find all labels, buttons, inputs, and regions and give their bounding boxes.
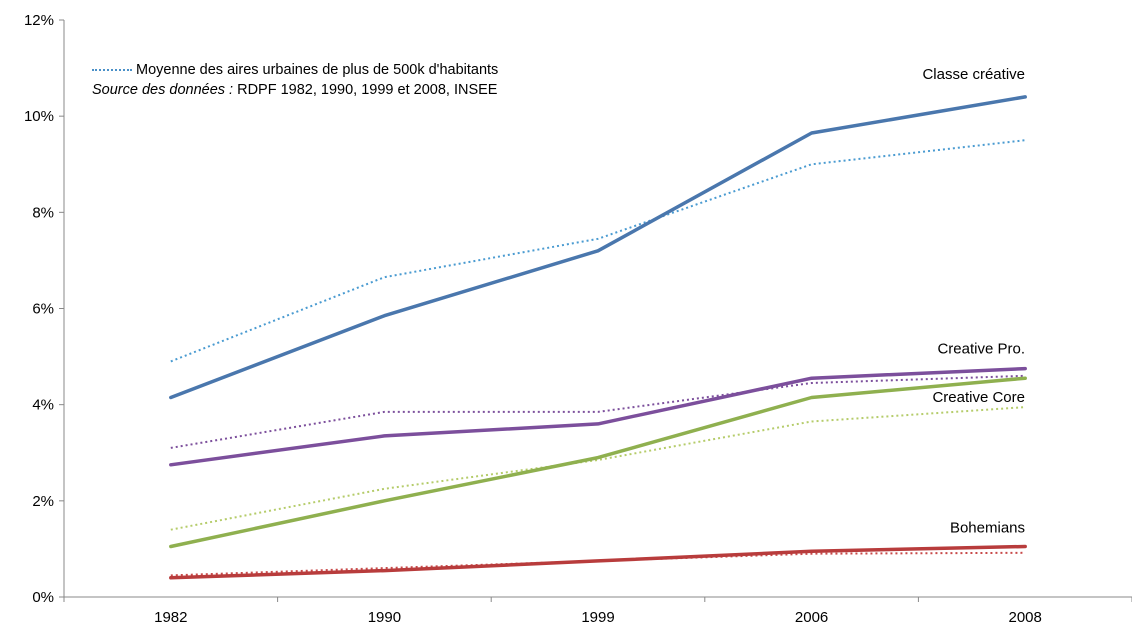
axes: 0% 2% 4% 6% 8% 10% 12% 1982 1990 1999 2006 2008 [24,12,1132,626]
y-tick-label: 10% [24,108,54,125]
x-tick-label: 1982 [154,609,187,626]
plot-area [169,95,1027,580]
series-line-classe-cr-ative [169,95,1027,400]
y-tick-label: 0% [32,589,54,606]
average-line-creative-core [170,406,1026,531]
y-tick-label: 6% [32,301,54,318]
legend-entry: Moyenne des aires urbaines de plus de 50… [92,60,498,80]
legend: Moyenne des aires urbaines de plus de 50… [92,60,498,100]
y-tick-label: 2% [32,493,54,510]
x-tick-label: 2008 [1009,609,1042,626]
dotted-line-swatch [92,69,132,71]
series-label: Creative Core [932,389,1025,406]
source-prefix: Source des données : [92,82,234,98]
average-line-creative-pro- [170,374,1026,449]
series-label: Bohemians [950,520,1025,537]
x-tick-label: 1999 [581,609,614,626]
y-tick-label: 12% [24,12,54,29]
series-line-bohemians [169,544,1027,580]
average-line-classe-cr-ative [170,139,1026,363]
x-tick-label: 2006 [795,609,828,626]
series-line-creative-pro- [169,366,1027,467]
series-line-creative-core [169,376,1027,549]
y-tick-label: 4% [32,397,54,414]
x-tick-label: 1990 [368,609,401,626]
legend-entry-label: Moyenne des aires urbaines de plus de 50… [136,62,499,78]
source-note: Source des données : RDPF 1982, 1990, 19… [92,80,498,100]
series-labels: Classe créative Creative Pro. Creative Cor… [922,66,1025,537]
series-label: Creative Pro. [937,341,1025,358]
y-tick-label: 8% [32,204,54,221]
series-label: Classe créative [922,66,1025,83]
source-text: RDPF 1982, 1990, 1999 et 2008, INSEE [233,82,498,98]
